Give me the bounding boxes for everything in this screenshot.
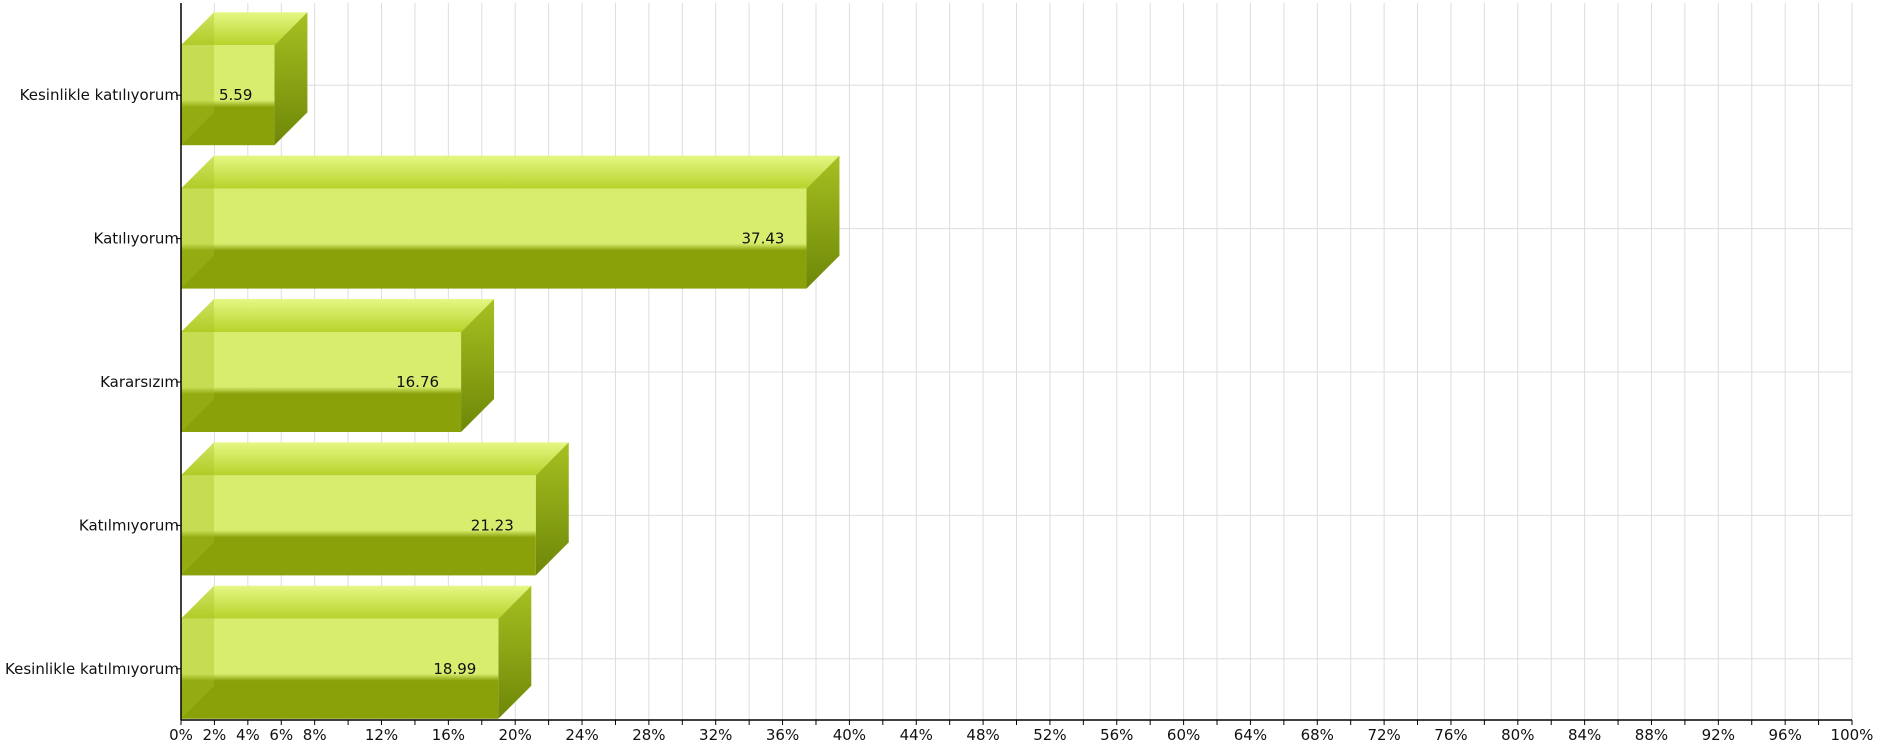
bar-top-face: [181, 299, 495, 332]
x-tick-label: 76%: [1434, 726, 1467, 744]
bar: [181, 442, 569, 576]
x-tick-label: 44%: [900, 726, 933, 744]
data-label: 18.99: [433, 660, 476, 678]
bars: [181, 12, 840, 719]
x-tick-label: 20%: [499, 726, 532, 744]
x-tick-label: 64%: [1234, 726, 1267, 744]
axes: [176, 3, 1853, 725]
data-label: 37.43: [742, 230, 785, 248]
bar-side-face: [535, 442, 569, 576]
bar: [181, 155, 840, 289]
category-label: Katılmıyorum: [79, 516, 179, 534]
bar-side-face: [806, 155, 840, 289]
x-tick-label: 32%: [699, 726, 732, 744]
x-tick-label: 68%: [1301, 726, 1334, 744]
x-tick-label: 24%: [565, 726, 598, 744]
bar-back-face: [181, 299, 214, 432]
bar-front-face: [181, 475, 536, 576]
x-tick-label: 56%: [1100, 726, 1133, 744]
data-label: 21.23: [471, 516, 514, 534]
bar-back-face: [181, 155, 214, 289]
x-tick-label: 0%: [169, 726, 193, 744]
bar-front-face: [181, 332, 462, 432]
bar-top-face: [181, 12, 308, 46]
x-tick-label: 92%: [1702, 726, 1735, 744]
labels: 5.59 37.43 16.76 21.23 18.99 Kesinlikle katıl…: [5, 86, 1873, 744]
x-tick-label: 84%: [1568, 726, 1601, 744]
x-tick-label: 88%: [1635, 726, 1668, 744]
x-tick-label: 16%: [432, 726, 465, 744]
x-tick-label: 72%: [1367, 726, 1400, 744]
bar-side-face: [498, 585, 532, 719]
bar-front-face: [181, 618, 499, 719]
x-tick-label: 36%: [766, 726, 799, 744]
bar-top-face: [181, 442, 569, 476]
x-tick-label: 52%: [1033, 726, 1066, 744]
category-label: Kesinlikle katılmıyorum: [5, 660, 179, 678]
bar-side-face: [274, 12, 308, 146]
bar: [181, 12, 308, 146]
grid: [180, 3, 1853, 720]
bar-top-face: [181, 585, 532, 619]
x-tick-label: 4%: [236, 726, 260, 744]
category-label: Kararsızım: [100, 373, 179, 391]
x-tick-label: 60%: [1167, 726, 1200, 744]
x-tick-label: 100%: [1831, 726, 1874, 744]
x-tick-label: 40%: [833, 726, 866, 744]
bar: [181, 585, 532, 719]
category-label: Kesinlikle katılıyorum: [20, 86, 179, 104]
bar-back-face: [181, 12, 214, 146]
x-tick-label: 2%: [203, 726, 227, 744]
x-tick-label: 6%: [269, 726, 293, 744]
bar-side-face: [461, 299, 495, 432]
bar: [181, 299, 495, 432]
category-label: Katılıyorum: [94, 230, 180, 248]
x-tick-label: 48%: [966, 726, 999, 744]
bar-front-face: [181, 188, 807, 289]
bar-top-face: [181, 155, 840, 189]
x-tick-label: 8%: [303, 726, 327, 744]
x-tick-label: 80%: [1501, 726, 1534, 744]
x-tick-label: 96%: [1768, 726, 1801, 744]
bar-back-face: [181, 442, 214, 576]
bar-back-face: [181, 585, 214, 719]
data-label: 5.59: [219, 86, 252, 104]
data-label: 16.76: [396, 373, 439, 391]
x-tick-label: 12%: [365, 726, 398, 744]
bar-front-face: [181, 45, 275, 146]
x-tick-label: 28%: [632, 726, 665, 744]
